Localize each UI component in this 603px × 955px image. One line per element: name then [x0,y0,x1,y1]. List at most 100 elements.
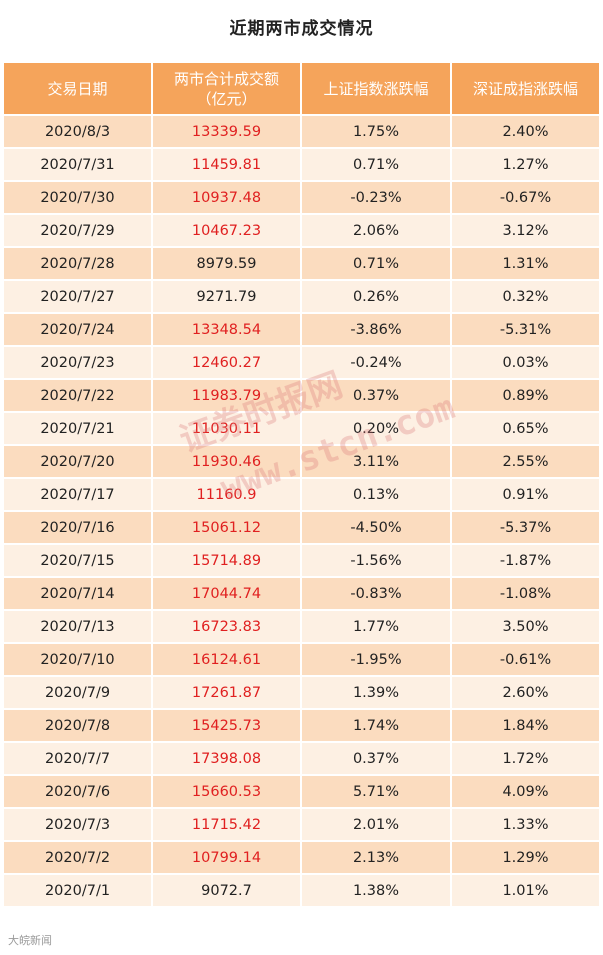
cell-volume: 12460.27 [151,346,302,380]
cell-date: 2020/7/23 [2,346,153,380]
cell-volume: 17044.74 [151,577,302,611]
table-row: 2020/7/6 15660.53 5.71% 4.09% [2,775,601,809]
cell-date: 2020/7/3 [2,808,153,842]
cell-shanghai-change: 2.01% [300,808,452,842]
cell-date: 2020/7/22 [2,379,153,413]
cell-date: 2020/7/21 [2,412,153,446]
table-row: 2020/8/3 13339.59 1.75% 2.40% [2,115,601,149]
cell-volume: 10467.23 [151,214,302,248]
cell-shenzhen-change: 3.12% [450,214,601,248]
cell-shanghai-change: 0.71% [300,247,452,281]
table-row: 2020/7/30 10937.48 -0.23% -0.67% [2,181,601,215]
cell-date: 2020/7/14 [2,577,153,611]
cell-shanghai-change: 0.71% [300,148,452,182]
cell-date: 2020/8/3 [2,115,153,149]
page-title: 近期两市成交情况 [229,19,374,39]
cell-shanghai-change: -1.95% [300,643,452,677]
cell-shanghai-change: 0.37% [300,379,452,413]
cell-volume: 10937.48 [151,181,302,215]
table-row: 2020/7/8 15425.73 1.74% 1.84% [2,709,601,743]
cell-date: 2020/7/28 [2,247,153,281]
cell-date: 2020/7/20 [2,445,153,479]
cell-date: 2020/7/13 [2,610,153,644]
cell-shenzhen-change: -5.31% [450,313,601,347]
cell-date: 2020/7/16 [2,511,153,545]
cell-shenzhen-change: -0.67% [450,181,601,215]
table-row: 2020/7/1 9072.7 1.38% 1.01% [2,874,601,908]
cell-volume: 16124.61 [151,643,302,677]
table-row: 2020/7/31 11459.81 0.71% 1.27% [2,148,601,182]
cell-shenzhen-change: 0.65% [450,412,601,446]
cell-shanghai-change: 0.13% [300,478,452,512]
table-header-row: 交易日期 两市合计成交额 （亿元） 上证指数涨跌幅 深证成指涨跌幅 [2,61,601,116]
table-row: 2020/7/10 16124.61 -1.95% -0.61% [2,643,601,677]
cell-volume: 11459.81 [151,148,302,182]
cell-shenzhen-change: 1.33% [450,808,601,842]
table-row: 2020/7/23 12460.27 -0.24% 0.03% [2,346,601,380]
table-row: 2020/7/14 17044.74 -0.83% -1.08% [2,577,601,611]
cell-volume: 11160.9 [151,478,302,512]
cell-shenzhen-change: 1.29% [450,841,601,875]
table-row: 2020/7/17 11160.9 0.13% 0.91% [2,478,601,512]
table-row: 2020/7/9 17261.87 1.39% 2.60% [2,676,601,710]
cell-date: 2020/7/9 [2,676,153,710]
table-row: 2020/7/20 11930.46 3.11% 2.55% [2,445,601,479]
cell-date: 2020/7/24 [2,313,153,347]
cell-shanghai-change: -3.86% [300,313,452,347]
cell-shanghai-change: 2.13% [300,841,452,875]
cell-shenzhen-change: 1.31% [450,247,601,281]
logo-watermark: 大皖新闻 [8,934,52,947]
cell-shanghai-change: 0.26% [300,280,452,314]
table-row: 2020/7/13 16723.83 1.77% 3.50% [2,610,601,644]
cell-volume: 11983.79 [151,379,302,413]
cell-volume: 9072.7 [151,874,302,908]
cell-shanghai-change: -0.83% [300,577,452,611]
table-row: 2020/7/3 11715.42 2.01% 1.33% [2,808,601,842]
cell-volume: 15714.89 [151,544,302,578]
cell-date: 2020/7/27 [2,280,153,314]
table-row: 2020/7/15 15714.89 -1.56% -1.87% [2,544,601,578]
table-row: 2020/7/21 11030.11 0.20% 0.65% [2,412,601,446]
cell-shanghai-change: -4.50% [300,511,452,545]
cell-date: 2020/7/10 [2,643,153,677]
cell-shenzhen-change: 1.01% [450,874,601,908]
cell-shenzhen-change: 1.84% [450,709,601,743]
table-row: 2020/7/22 11983.79 0.37% 0.89% [2,379,601,413]
cell-volume: 8979.59 [151,247,302,281]
header-shanghai-change: 上证指数涨跌幅 [300,61,452,116]
table-row: 2020/7/16 15061.12 -4.50% -5.37% [2,511,601,545]
cell-date: 2020/7/2 [2,841,153,875]
cell-volume: 13339.59 [151,115,302,149]
cell-shenzhen-change: 2.55% [450,445,601,479]
cell-shenzhen-change: 3.50% [450,610,601,644]
cell-shanghai-change: 1.77% [300,610,452,644]
cell-shanghai-change: 0.20% [300,412,452,446]
cell-date: 2020/7/30 [2,181,153,215]
header-date: 交易日期 [2,61,153,116]
cell-shanghai-change: -0.24% [300,346,452,380]
table-body: 2020/8/3 13339.59 1.75% 2.40% 2020/7/31 11459… [2,115,601,908]
table-row: 2020/7/7 17398.08 0.37% 1.72% [2,742,601,776]
cell-date: 2020/7/7 [2,742,153,776]
header-shenzhen-change: 深证成指涨跌幅 [450,61,601,116]
table-row: 2020/7/28 8979.59 0.71% 1.31% [2,247,601,281]
table-row: 2020/7/29 10467.23 2.06% 3.12% [2,214,601,248]
cell-volume: 11715.42 [151,808,302,842]
table-row: 2020/7/24 13348.54 -3.86% -5.31% [2,313,601,347]
cell-date: 2020/7/29 [2,214,153,248]
cell-volume: 11030.11 [151,412,302,446]
table-row: 2020/7/2 10799.14 2.13% 1.29% [2,841,601,875]
cell-date: 2020/7/1 [2,874,153,908]
cell-shenzhen-change: -1.08% [450,577,601,611]
cell-shenzhen-change: 1.27% [450,148,601,182]
cell-shanghai-change: 3.11% [300,445,452,479]
trading-volume-table: 交易日期 两市合计成交额 （亿元） 上证指数涨跌幅 深证成指涨跌幅 2020/8… [2,61,601,908]
cell-shanghai-change: 1.75% [300,115,452,149]
cell-shenzhen-change: 2.40% [450,115,601,149]
cell-shanghai-change: 2.06% [300,214,452,248]
cell-volume: 13348.54 [151,313,302,347]
cell-volume: 10799.14 [151,841,302,875]
cell-shanghai-change: 1.39% [300,676,452,710]
cell-volume: 9271.79 [151,280,302,314]
cell-volume: 16723.83 [151,610,302,644]
